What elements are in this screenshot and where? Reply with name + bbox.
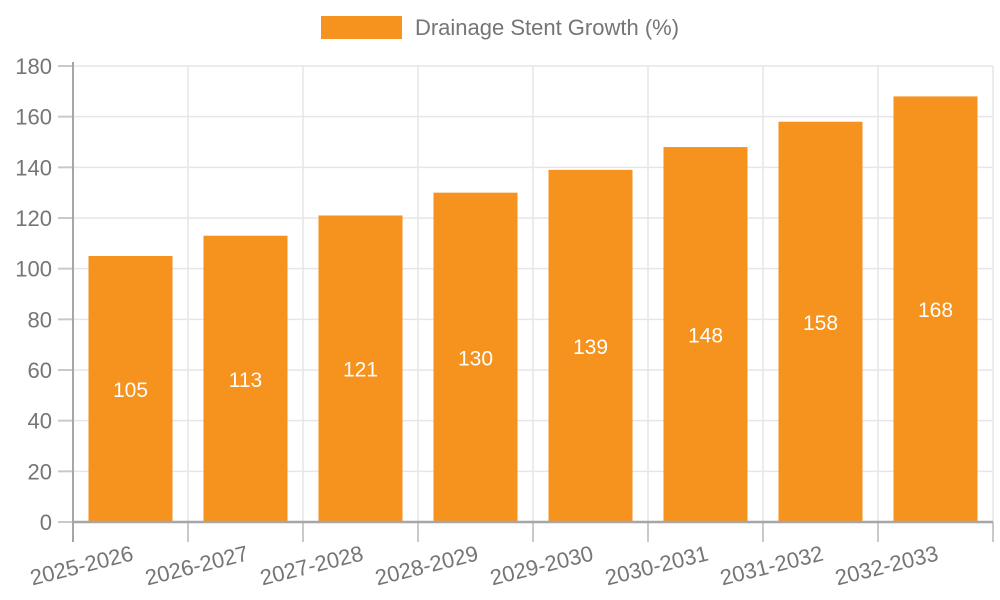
y-tick-label: 140: [15, 155, 52, 180]
y-tick-label: 100: [15, 257, 52, 282]
legend: Drainage Stent Growth (%): [0, 16, 1000, 39]
y-tick-label: 0: [40, 510, 52, 535]
bar-value-label: 105: [113, 379, 148, 402]
y-tick-label: 60: [28, 358, 52, 383]
x-category-label: 2032-2033: [833, 541, 941, 591]
bar[interactable]: [433, 192, 518, 522]
y-tick-label: 40: [28, 409, 52, 434]
bar[interactable]: [778, 121, 863, 522]
y-tick-label: 160: [15, 105, 52, 130]
bar[interactable]: [203, 235, 288, 522]
bar[interactable]: [318, 215, 403, 522]
x-category-label: 2027-2028: [258, 541, 366, 591]
bar-value-label: 113: [229, 369, 262, 392]
x-category-label: 2031-2032: [718, 541, 826, 591]
y-tick-label: 120: [15, 206, 52, 231]
bar-value-label: 130: [458, 347, 493, 370]
x-category-label: 2029-2030: [488, 541, 596, 591]
y-tick-label: 180: [15, 54, 52, 79]
bar-value-label: 158: [803, 312, 838, 335]
x-category-label: 2026-2027: [143, 541, 251, 591]
bar-value-label: 121: [343, 359, 378, 382]
x-category-label: 2025-2026: [28, 541, 136, 591]
legend-swatch-icon: [320, 16, 402, 39]
y-tick-label: 20: [28, 459, 52, 484]
bar[interactable]: [893, 96, 978, 523]
bar-value-label: 139: [573, 336, 608, 359]
y-tick-label: 80: [28, 307, 52, 332]
bar[interactable]: [88, 256, 173, 522]
legend-item[interactable]: Drainage Stent Growth (%): [320, 15, 680, 40]
bar-value-label: 148: [688, 325, 723, 348]
bar-value-label: 168: [918, 299, 953, 322]
bar[interactable]: [663, 147, 748, 523]
x-category-label: 2028-2029: [373, 541, 481, 591]
legend-label: Drainage Stent Growth (%): [414, 15, 680, 40]
bar[interactable]: [548, 169, 633, 522]
x-category-label: 2030-2031: [603, 541, 711, 591]
